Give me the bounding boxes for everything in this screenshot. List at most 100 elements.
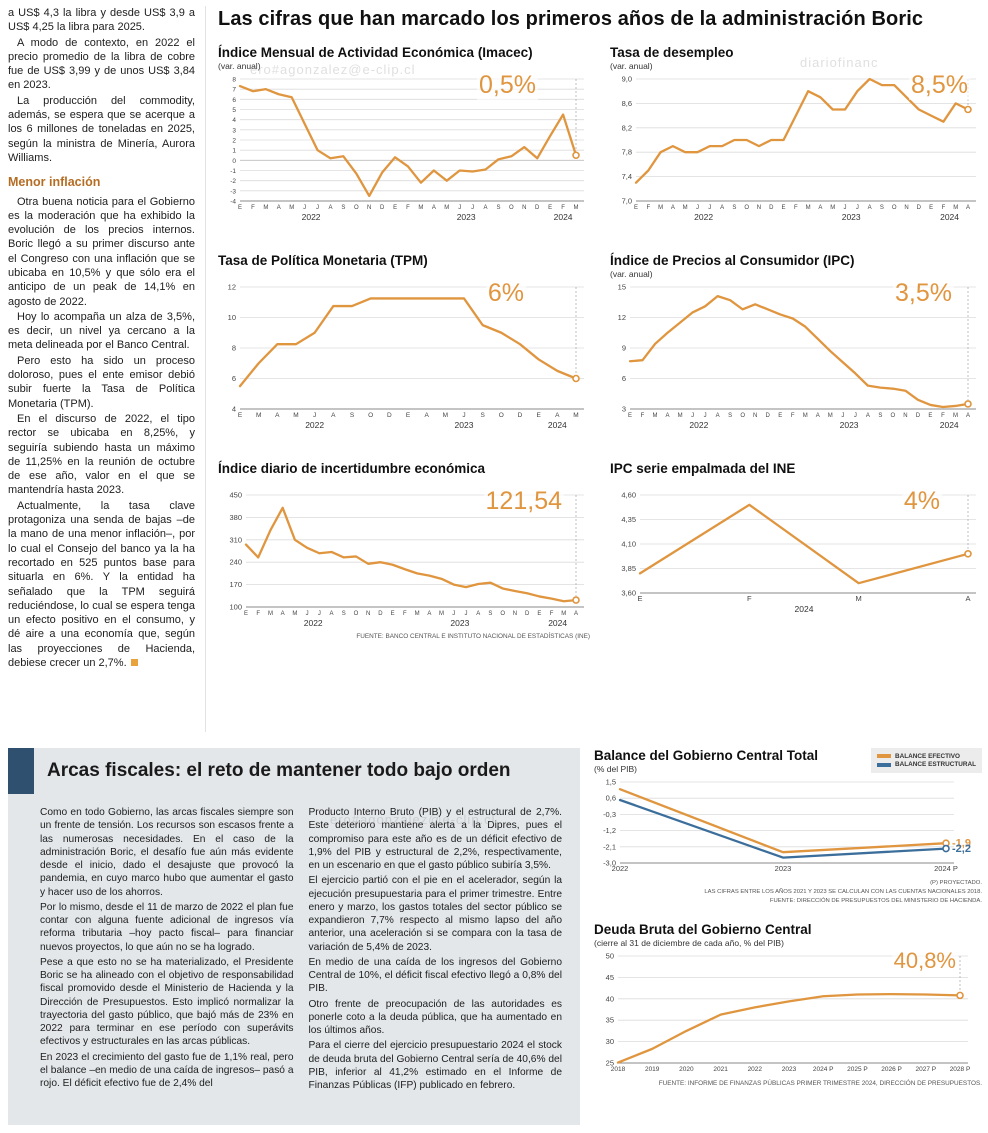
svg-text:40: 40 [606,994,614,1003]
svg-text:1,5: 1,5 [606,778,616,787]
svg-text:M: M [678,413,683,419]
chart-title: IPC serie empalmada del INE [610,461,796,476]
svg-text:O: O [509,205,514,211]
svg-text:A: A [720,205,724,211]
paragraph: Otro frente de preocupación de las autor… [308,998,563,1037]
latest-value-annotation: 121,54 [483,487,564,516]
svg-text:M: M [953,205,958,211]
latest-value-annotation: 3,5% [893,279,954,308]
chart-subtitle [610,477,982,487]
svg-text:-4: -4 [230,199,236,206]
svg-text:A: A [424,412,429,419]
section-subhead: Menor inflación [8,175,101,190]
svg-text:J: J [465,611,468,617]
svg-text:F: F [791,413,795,419]
svg-text:12: 12 [618,313,626,322]
chart-subtitle: (% del PIB) [594,764,637,774]
svg-text:E: E [634,205,638,211]
svg-text:M: M [256,412,261,419]
svg-text:6: 6 [232,97,236,104]
ipc-line-chart: 15 12 9 6 3 E F M A M J J A S O N D E F M A M J J A S O N D E F M A 2022 2… [610,281,982,433]
svg-text:2020: 2020 [679,1066,694,1073]
fiscal-article-col1: Como en todo Gobierno, las arcas fiscale… [40,806,294,1094]
paragraph: La producción del commodity, además, se … [8,94,195,164]
svg-text:E: E [391,611,395,617]
svg-text:E: E [929,205,933,211]
svg-text:3: 3 [232,127,236,134]
svg-text:M: M [561,611,566,617]
svg-text:M: M [830,205,835,211]
svg-text:2024: 2024 [795,604,814,614]
end-of-article-marker [130,659,138,667]
svg-text:2024 P: 2024 P [934,864,958,873]
svg-text:4: 4 [232,117,236,124]
svg-text:380: 380 [229,513,242,522]
svg-text:E: E [406,412,411,419]
chart-title: Tasa de desempleo [610,45,734,60]
legend-item-efectivo: BALANCE EFECTIVO [877,753,976,760]
svg-text:7,0: 7,0 [622,197,632,206]
svg-text:S: S [732,205,736,211]
svg-text:2022: 2022 [612,864,629,873]
svg-text:J: J [318,611,321,617]
svg-text:-3,0: -3,0 [603,859,616,868]
fiscal-article-box: Arcas fiscales: el reto de mantener todo… [8,748,580,1125]
svg-text:M: M [268,611,273,617]
svg-text:E: E [637,594,642,603]
chart-area: 3,5% 15 12 9 6 3 E F M A M J J A S O N D E F M A M J J A S O N D E F M A… [610,279,982,433]
chart-subtitle: (cierre al 31 de diciembre de cada año, … [594,937,784,948]
chart-title: Tasa de Política Monetaria (TPM) [218,253,428,268]
paragraph: Por lo mismo, desde el 11 de marzo de 20… [40,901,294,953]
svg-text:O: O [499,412,504,419]
chart-subtitle: (var. anual) [610,61,653,71]
svg-text:N: N [753,413,757,419]
svg-text:E: E [238,205,242,211]
svg-text:J: J [316,205,319,211]
svg-text:N: N [366,611,370,617]
svg-text:J: J [471,205,474,211]
imacec-line-chart: 8 7 6 5 4 3 2 1 0 -1 -2 -3 -4 E F M A M J J A S O N D E F M A M J J A S O N… [218,73,590,225]
paragraph: Para el cierre del ejercicio presupuesta… [308,1040,563,1091]
svg-text:M: M [439,611,444,617]
svg-text:45: 45 [606,972,614,981]
svg-text:J: J [841,413,844,419]
svg-text:D: D [518,412,523,419]
svg-text:M: M [293,412,298,419]
svg-text:8: 8 [232,77,236,84]
svg-text:2024: 2024 [554,212,573,222]
footnote: LAS CIFRAS ENTRE LOS AÑOS 2021 Y 2023 SE… [704,888,982,895]
paragraph: a US$ 4,3 la libra y desde US$ 3,9 a US$… [8,7,195,34]
latest-value-annotation: 4% [901,487,942,516]
svg-text:170: 170 [229,580,242,589]
svg-text:8,6: 8,6 [622,99,632,108]
svg-text:N: N [904,205,908,211]
chart-area: 4% 4,60 4,35 4,10 3,85 3,60 E F M A 2024 [610,487,982,617]
svg-text:A: A [866,413,870,419]
svg-text:E: E [928,413,932,419]
paragraph: Actualmente, la tasa clave protagoniza u… [8,499,195,671]
svg-text:2024 P: 2024 P [813,1066,834,1073]
svg-text:-1: -1 [230,168,236,175]
svg-text:J: J [696,205,699,211]
svg-text:2019: 2019 [645,1066,660,1073]
svg-text:E: E [537,611,541,617]
svg-text:2022: 2022 [302,212,321,222]
svg-text:450: 450 [229,491,242,500]
svg-text:A: A [716,413,720,419]
svg-text:O: O [368,412,373,419]
svg-text:15: 15 [618,283,626,292]
svg-text:M: M [444,205,449,211]
chart-area: 0,5% 8 7 6 5 4 3 2 1 0 -1 -2 -3 -4 E F M A M J J A S O N D E F M A M J… [218,71,590,225]
svg-text:J: J [306,611,309,617]
svg-text:6: 6 [622,374,626,383]
svg-text:J: J [691,413,694,419]
legend-swatch-estructural [877,762,892,767]
svg-text:50: 50 [606,951,614,960]
chart-title: Balance del Gobierno Central Total [594,748,819,763]
svg-text:O: O [892,205,897,211]
svg-text:12: 12 [228,283,236,292]
svg-text:E: E [244,611,248,617]
footnote: FUENTE: DIRECCIÓN DE PRESUPUESTOS DEL MI… [769,897,982,904]
fiscal-article-col2: Producto Interno Bruto (PIB) y el estruc… [309,806,563,1094]
legend-label: BALANCE ESTRUCTURAL [895,761,976,768]
